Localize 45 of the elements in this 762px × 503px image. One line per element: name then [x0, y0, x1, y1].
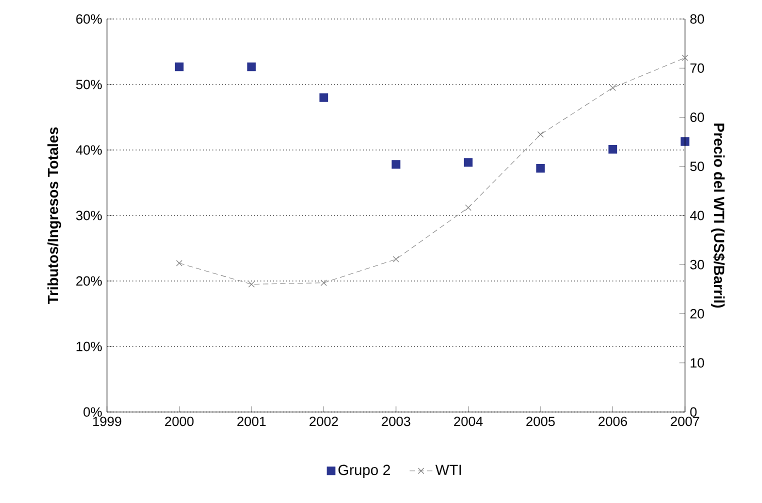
point	[680, 137, 690, 146]
y2-tick-label: 20	[690, 309, 704, 318]
point	[248, 281, 255, 288]
y2-tick-label: 60	[690, 112, 704, 122]
point	[174, 62, 184, 72]
x-tick-label: 2002	[310, 416, 338, 426]
y2-tick-label: 40	[690, 210, 704, 220]
point	[682, 54, 688, 61]
point	[392, 256, 400, 262]
x-tick-label: 2001	[237, 416, 266, 426]
y2-tick-label: 30	[690, 260, 704, 270]
point	[176, 260, 182, 266]
y-axis-title: Tributos/Ingresos Totales	[47, 127, 62, 304]
y-tick-label: 30%	[76, 210, 102, 220]
y2-tick-label: 10	[690, 358, 704, 368]
y-tick-label: 20%	[76, 276, 102, 286]
y2-tick-label: 70	[690, 63, 704, 73]
x-tick-label: 2004	[454, 416, 483, 426]
x-tick-label: 2005	[526, 416, 555, 426]
point	[392, 160, 400, 169]
y-tick-label: 50%	[76, 80, 102, 90]
point	[319, 93, 328, 102]
y2-axis-title: Precio del WTI (US$/Barril)	[711, 124, 725, 308]
point	[320, 280, 327, 286]
y2-tick-label: 50	[690, 162, 704, 172]
y-tick-label: 60%	[76, 14, 102, 24]
y2-tick-label: 0	[690, 407, 697, 417]
y2-tick-label: 80	[690, 14, 704, 24]
x-tick-label: 2006	[598, 416, 628, 426]
y-tick-label: 40%	[76, 145, 102, 155]
point	[608, 145, 618, 154]
point	[610, 84, 616, 91]
point	[247, 62, 256, 72]
point	[465, 204, 472, 211]
x-tick-label: 1999	[93, 416, 122, 426]
legend-label: Grupo 2	[338, 464, 390, 478]
y-tick-label: 10%	[76, 342, 102, 352]
x-tick-label: 2007	[670, 416, 700, 426]
point	[537, 131, 544, 138]
x-tick-label: 2000	[165, 416, 194, 426]
point	[536, 164, 545, 173]
x-tick-label: 2003	[382, 416, 410, 426]
point	[464, 158, 473, 167]
y-tick-label: 0%	[84, 407, 102, 417]
legend-label: WTI	[435, 464, 461, 475]
